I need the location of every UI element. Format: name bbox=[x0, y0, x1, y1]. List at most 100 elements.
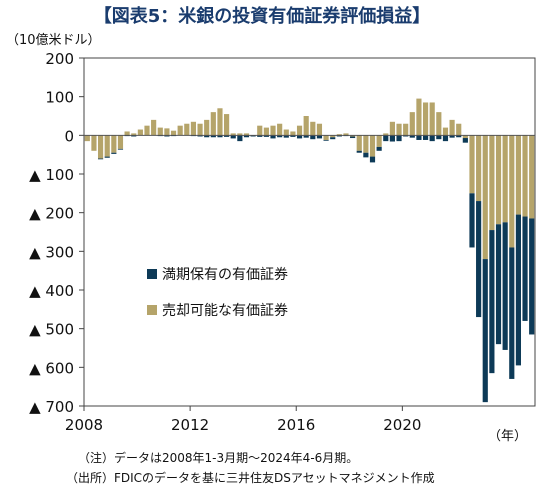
bar-afs-47 bbox=[396, 123, 402, 136]
bar-htm-34 bbox=[310, 135, 316, 140]
bar-afs-14 bbox=[177, 125, 183, 136]
bar-htm-37 bbox=[330, 137, 336, 140]
bar-afs-44 bbox=[376, 135, 382, 147]
bar-htm-29 bbox=[277, 135, 283, 138]
y-tick-label: ▲ 300 bbox=[29, 243, 74, 261]
bar-htm-67 bbox=[529, 218, 535, 335]
bar-htm-55 bbox=[449, 135, 455, 138]
bar-htm-63 bbox=[502, 222, 508, 350]
bar-htm-18 bbox=[204, 135, 210, 138]
bar-htm-65 bbox=[515, 214, 521, 366]
bar-afs-66 bbox=[522, 135, 528, 217]
bar-afs-23 bbox=[237, 133, 243, 136]
bar-afs-16 bbox=[190, 121, 197, 136]
bar-afs-27 bbox=[263, 127, 269, 136]
x-axis-unit: （年） bbox=[488, 429, 527, 444]
bar-htm-66 bbox=[522, 216, 528, 321]
bar-afs-62 bbox=[495, 135, 502, 225]
bar-htm-49 bbox=[409, 135, 415, 138]
x-tick-label: 2012 bbox=[171, 416, 209, 434]
bar-htm-27 bbox=[263, 135, 269, 137]
x-tick-label: 2016 bbox=[277, 416, 315, 434]
bar-afs-7 bbox=[131, 133, 137, 136]
bar-afs-5 bbox=[117, 135, 124, 149]
bar-afs-36 bbox=[323, 135, 329, 140]
bars-layer bbox=[84, 98, 535, 403]
bar-htm-19 bbox=[210, 135, 216, 138]
bar-afs-0 bbox=[84, 135, 90, 142]
bar-htm-5 bbox=[117, 148, 124, 150]
bar-afs-56 bbox=[456, 123, 462, 136]
legend-label-afs: 売却可能な有価証券 bbox=[162, 303, 288, 319]
bar-afs-20 bbox=[217, 108, 223, 136]
bar-htm-35 bbox=[316, 135, 323, 139]
bar-afs-46 bbox=[389, 121, 395, 136]
bar-htm-33 bbox=[303, 135, 309, 138]
bar-htm-62 bbox=[495, 224, 502, 345]
x-tick-label: 2008 bbox=[65, 416, 103, 434]
bar-afs-21 bbox=[224, 114, 230, 136]
bar-afs-65 bbox=[515, 135, 521, 215]
bar-afs-19 bbox=[210, 112, 216, 136]
bar-htm-7 bbox=[131, 135, 137, 137]
bar-htm-2 bbox=[97, 158, 104, 160]
bar-htm-23 bbox=[237, 135, 243, 142]
bar-afs-52 bbox=[429, 102, 435, 136]
bar-afs-17 bbox=[197, 123, 203, 136]
bar-afs-11 bbox=[157, 127, 163, 136]
y-axis-ticks: 200 100 0 ▲ 100 ▲ 200 ▲ 300 ▲ 400 ▲ 500 ▲ 600 ▲ 7… bbox=[29, 50, 84, 416]
bar-htm-17 bbox=[197, 135, 203, 137]
bar-afs-9 bbox=[144, 125, 150, 136]
bar-htm-51 bbox=[422, 135, 429, 140]
source-text: （出所）FDICのデータを基に三井住友DSアセットマネジメント作成 bbox=[66, 470, 435, 485]
legend-swatch-afs bbox=[147, 305, 157, 315]
legend-label-htm: 満期保有の有価証券 bbox=[162, 267, 288, 283]
bar-htm-44 bbox=[376, 146, 382, 151]
bar-htm-12 bbox=[164, 135, 170, 137]
bar-afs-30 bbox=[283, 129, 289, 136]
bar-afs-4 bbox=[111, 135, 117, 153]
bar-afs-51 bbox=[422, 102, 429, 136]
bar-afs-22 bbox=[230, 133, 236, 136]
bar-afs-42 bbox=[363, 135, 369, 153]
bar-htm-4 bbox=[111, 152, 117, 154]
y-tick-label: ▲ 400 bbox=[29, 282, 74, 300]
bar-htm-47 bbox=[396, 135, 402, 142]
legend: 満期保有の有価証券 売却可能な有価証券 bbox=[147, 267, 288, 319]
bar-afs-57 bbox=[462, 135, 468, 139]
bar-afs-60 bbox=[482, 135, 488, 260]
bar-htm-24 bbox=[243, 135, 250, 138]
bar-htm-45 bbox=[383, 135, 389, 142]
bar-afs-6 bbox=[124, 131, 130, 136]
bar-htm-46 bbox=[389, 135, 395, 142]
chart-title: 【図表5：米銀の投資有価証券評価損益】 bbox=[94, 5, 431, 27]
bar-afs-2 bbox=[97, 135, 104, 159]
bar-afs-1 bbox=[91, 135, 97, 151]
bar-htm-60 bbox=[482, 259, 488, 403]
bar-afs-10 bbox=[151, 119, 157, 136]
bar-afs-18 bbox=[204, 119, 210, 136]
bar-afs-67 bbox=[529, 135, 535, 219]
y-tick-label: 100 bbox=[45, 89, 74, 107]
bar-htm-31 bbox=[290, 135, 296, 137]
bar-htm-52 bbox=[429, 135, 435, 142]
bar-afs-50 bbox=[416, 98, 422, 136]
bar-htm-26 bbox=[257, 135, 263, 137]
bar-afs-32 bbox=[296, 125, 303, 136]
bar-afs-35 bbox=[316, 123, 323, 136]
bar-htm-53 bbox=[436, 135, 442, 140]
bar-afs-45 bbox=[383, 133, 389, 136]
bar-htm-64 bbox=[509, 247, 515, 379]
bar-afs-38 bbox=[336, 134, 342, 136]
bar-htm-25 bbox=[250, 135, 256, 137]
bar-afs-37 bbox=[330, 135, 336, 138]
y-tick-label: ▲ 500 bbox=[29, 321, 74, 339]
bar-htm-58 bbox=[469, 193, 475, 248]
note-text: （注）データは2008年1-3月期～2024年4-6月期。 bbox=[78, 450, 358, 465]
bar-htm-54 bbox=[442, 135, 449, 142]
y-tick-label: ▲ 600 bbox=[29, 359, 74, 377]
bar-htm-56 bbox=[456, 135, 462, 138]
bar-afs-61 bbox=[489, 135, 495, 231]
bar-htm-20 bbox=[217, 135, 223, 138]
